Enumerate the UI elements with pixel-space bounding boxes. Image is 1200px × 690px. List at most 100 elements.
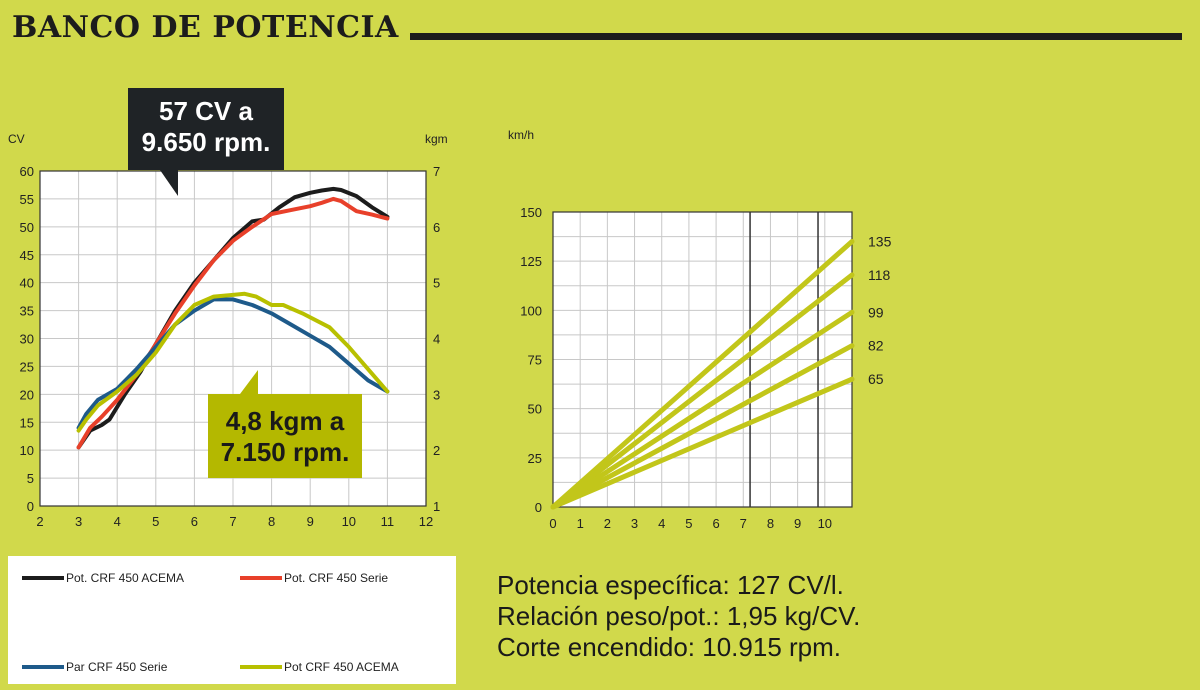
dyno-x-tick: 3	[75, 514, 82, 529]
peak-torque-line2: 7.150 rpm.	[220, 437, 350, 467]
dyno-y2-tick: 6	[433, 220, 440, 235]
speed-line-label: 65	[868, 371, 884, 387]
legend-label: Par CRF 450 Serie	[66, 660, 168, 674]
speed-x-tick: 0	[549, 516, 556, 531]
speed-line-2	[550, 309, 855, 510]
dyno-y-tick: 0	[27, 499, 34, 514]
speed-y-tick: 125	[520, 254, 542, 269]
speed-line-label: 82	[868, 338, 884, 354]
legend-swatch	[240, 665, 282, 669]
dyno-y-tick: 50	[20, 220, 34, 235]
speed-x-tick: 1	[577, 516, 584, 531]
dyno-x-tick: 11	[381, 514, 395, 529]
dyno-series-3	[76, 291, 390, 433]
speed-line-1	[550, 272, 855, 510]
speed-x-tick: 3	[631, 516, 638, 531]
speed-y-tick: 150	[520, 205, 542, 220]
speed-plot-border	[552, 211, 853, 508]
dyno-y2-tick: 1	[433, 499, 440, 514]
peak-torque-line1: 4,8 kgm a	[225, 406, 345, 436]
peak-torque-pointer	[240, 370, 258, 394]
legend-swatch	[240, 576, 282, 580]
legend-swatch	[22, 576, 64, 580]
speed-x-tick: 7	[740, 516, 747, 531]
dyno-y2-tick: 3	[433, 387, 440, 402]
stat-label: Relación peso/pot.:	[497, 601, 720, 631]
speed-y-tick: 0	[535, 500, 542, 515]
dyno-y-tick: 30	[20, 332, 34, 347]
legend-label: Pot CRF 450 ACEMA	[284, 660, 399, 674]
dyno-x-tick: 7	[229, 514, 236, 529]
speed-line-label: 118	[868, 267, 891, 283]
speed-x-tick: 9	[794, 516, 801, 531]
dyno-x-tick: 5	[152, 514, 159, 529]
speed-y-tick: 75	[528, 353, 542, 368]
legend-item-par-serie-blue: Par CRF 450 Serie	[22, 660, 167, 674]
dyno-x-tick: 6	[191, 514, 198, 529]
speed-x-tick: 6	[712, 516, 719, 531]
dyno-series-2	[76, 297, 390, 430]
speed-y-tick: 100	[520, 303, 542, 318]
legend-item-pot-acema-green: Pot CRF 450 ACEMA	[240, 660, 399, 674]
peak-power-line1: 57 CV a	[159, 96, 253, 126]
dyno-left-axis-unit: CV	[8, 132, 25, 146]
stat-value: 1,95 kg/CV.	[726, 601, 861, 631]
stat-value: 10.915 rpm.	[702, 632, 842, 662]
dyno-plot-border	[39, 170, 427, 507]
legend-label: Pot. CRF 450 Serie	[284, 571, 389, 585]
speed-line-0	[550, 239, 855, 510]
dyno-y-tick: 45	[20, 248, 34, 263]
spec-stats: Potencia específica: 127 CV/l. Relación …	[497, 570, 860, 663]
stat-label: Corte encendido:	[497, 632, 696, 662]
dyno-y2-tick: 7	[433, 164, 440, 179]
dyno-y-tick: 55	[20, 192, 34, 207]
speed-x-tick: 4	[658, 516, 665, 531]
dyno-x-tick: 9	[307, 514, 314, 529]
dyno-y-tick: 40	[20, 276, 34, 291]
speed-y-tick: 50	[528, 402, 542, 417]
dyno-y-tick: 5	[27, 471, 34, 486]
dyno-x-tick: 4	[114, 514, 121, 529]
speed-x-tick: 8	[767, 516, 774, 531]
dyno-y-tick: 20	[20, 387, 34, 402]
dyno-y-tick: 10	[20, 443, 34, 458]
chart-legend: Pot. CRF 450 ACEMA Pot. CRF 450 Serie Pa…	[8, 556, 456, 684]
peak-power-pointer	[160, 170, 178, 196]
dyno-x-tick: 12	[419, 514, 433, 529]
legend-item-pot-serie-red: Pot. CRF 450 Serie	[240, 571, 388, 585]
dyno-y-tick: 35	[20, 304, 34, 319]
legend-label: Pot. CRF 450 ACEMA	[66, 571, 185, 585]
dyno-y2-tick: 5	[433, 276, 440, 291]
title-rule	[410, 33, 1182, 40]
dyno-y2-tick: 2	[433, 443, 440, 458]
stat-weight-power: Relación peso/pot.: 1,95 kg/CV.	[497, 601, 860, 632]
dyno-y-tick: 60	[20, 164, 34, 179]
speed-x-tick: 5	[685, 516, 692, 531]
peak-power-callout: 57 CV a 9.650 rpm.	[128, 88, 284, 170]
speed-line-label: 135	[868, 234, 892, 250]
speed-line-4	[550, 376, 855, 510]
peak-torque-callout: 4,8 kgm a 7.150 rpm.	[208, 394, 362, 478]
speed-axis-unit: km/h	[508, 128, 535, 142]
dyno-y2-tick: 4	[433, 332, 440, 347]
dyno-series-1	[76, 196, 390, 450]
dyno-y-tick: 15	[20, 415, 34, 430]
stat-specific-power: Potencia específica: 127 CV/l.	[497, 570, 860, 601]
speed-y-tick: 25	[528, 451, 542, 466]
legend-swatch	[22, 665, 64, 669]
dyno-right-axis-unit: kgm	[425, 132, 448, 146]
speed-line-label: 99	[868, 304, 884, 320]
stat-label: Potencia específica:	[497, 570, 730, 600]
speed-x-tick: 2	[604, 516, 611, 531]
dyno-y-tick: 25	[20, 359, 34, 374]
page-title: BANCO DE POTENCIA	[12, 10, 399, 45]
legend-item-pot-acema-black: Pot. CRF 450 ACEMA	[22, 571, 184, 585]
stat-rev-limit: Corte encendido: 10.915 rpm.	[497, 632, 860, 663]
speed-line-3	[550, 343, 855, 510]
dyno-x-tick: 2	[36, 514, 43, 529]
speed-x-tick: 10	[818, 516, 832, 531]
stat-value: 127 CV/l.	[736, 570, 844, 600]
dyno-series-0	[76, 186, 390, 450]
dyno-x-tick: 8	[268, 514, 275, 529]
peak-power-line2: 9.650 rpm.	[141, 127, 271, 157]
